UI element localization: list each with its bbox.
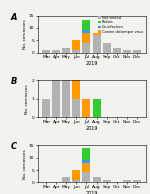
Bar [93,178,100,182]
Y-axis label: No. carcasses: No. carcasses [23,149,27,179]
Text: A: A [11,13,17,22]
X-axis label: 2019: 2019 [85,126,98,131]
Bar [93,33,100,35]
Bar [62,62,70,118]
Bar [72,180,81,182]
Text: C: C [11,142,17,151]
X-axis label: 2019: 2019 [85,61,98,66]
X-axis label: 2019: 2019 [85,191,98,194]
Bar [72,99,81,118]
Bar [42,50,50,53]
Bar [62,178,70,182]
Bar [82,20,90,30]
Bar [133,50,141,53]
Bar [133,180,141,182]
Bar [82,160,90,163]
Bar [42,99,50,118]
Bar [82,33,90,43]
Bar [93,35,100,53]
Bar [72,170,81,180]
Bar [82,163,90,172]
Bar [112,48,121,53]
Bar [62,48,70,53]
Bar [82,43,90,53]
Y-axis label: No. carcasses: No. carcasses [26,84,29,114]
Bar [102,43,111,53]
Bar [123,180,130,182]
Bar [102,180,111,182]
Bar [72,40,81,50]
Bar [82,172,90,182]
Bar [93,99,100,118]
Bar [82,30,90,33]
Bar [52,50,60,53]
Bar [52,80,60,118]
Bar [82,99,90,118]
Text: B: B [11,77,17,87]
Y-axis label: No. carcasses: No. carcasses [23,19,27,49]
Bar [123,50,130,53]
Bar [82,148,90,160]
Bar [72,50,81,53]
Legend: Not tested, Rabies, Co-infection, Canine distemper virus: Not tested, Rabies, Co-infection, Canine… [98,15,144,34]
Bar [72,80,81,99]
